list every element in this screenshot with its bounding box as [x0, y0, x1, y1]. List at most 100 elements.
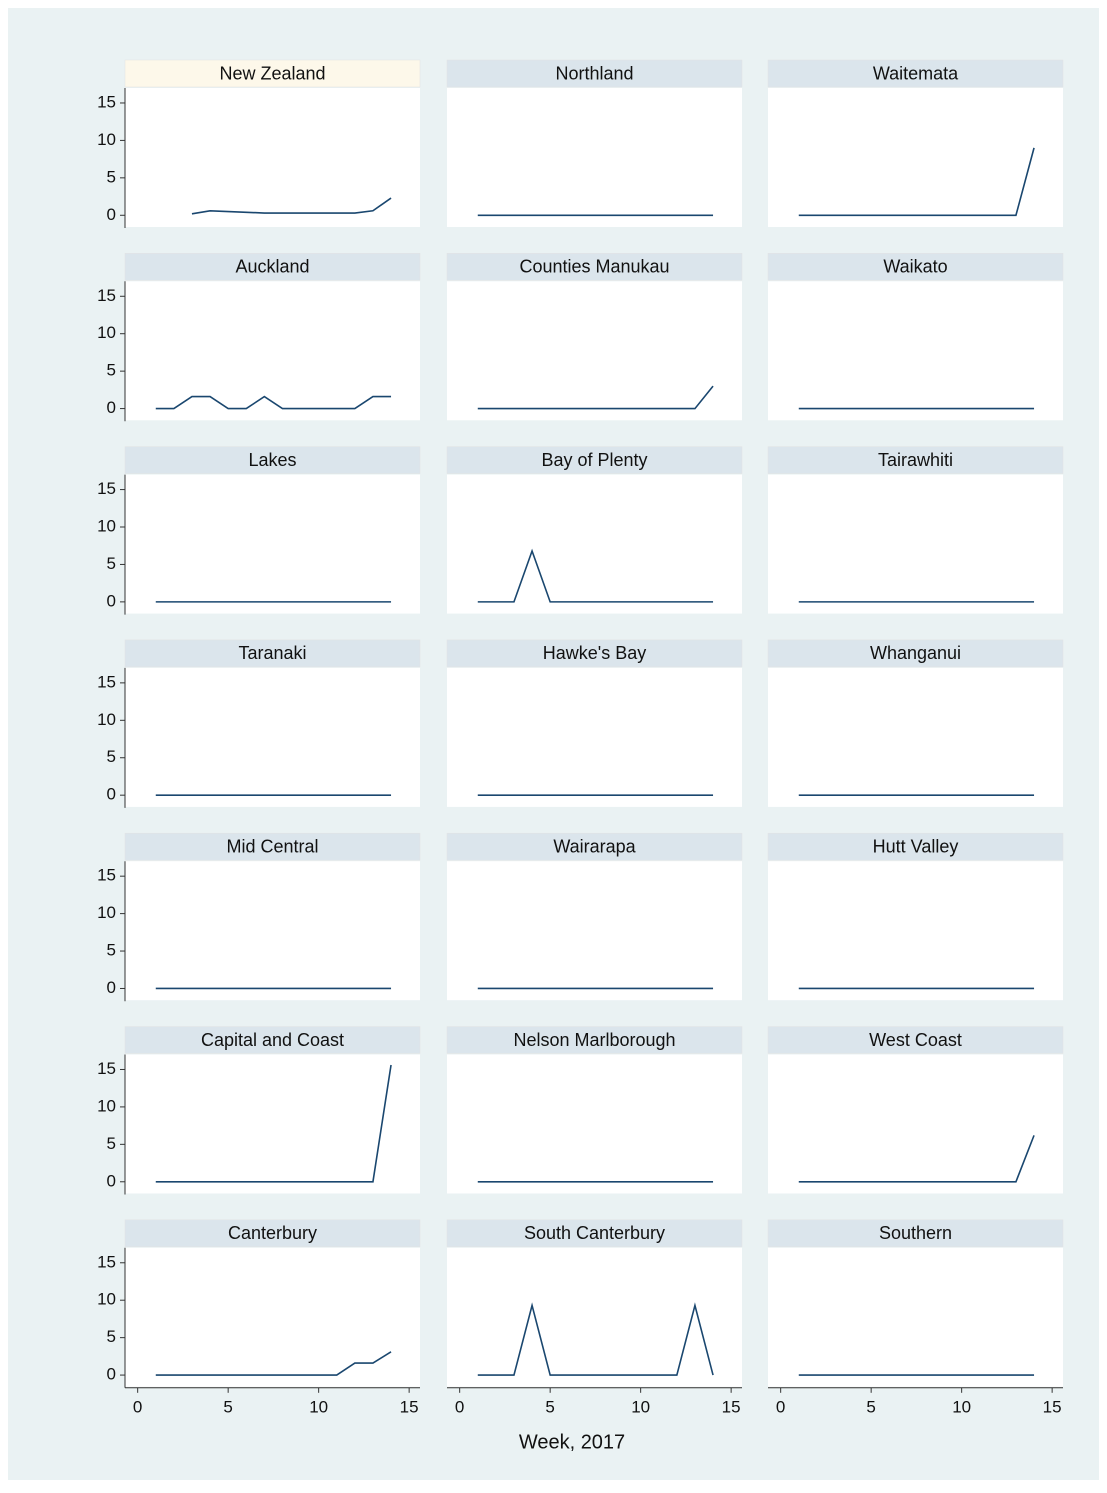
- panel-header: [767, 446, 1064, 474]
- plot-area: [125, 281, 420, 421]
- plot-area: [125, 474, 420, 614]
- x-tick-label: 15: [722, 1397, 741, 1416]
- panel-header: [446, 639, 743, 668]
- panel-title: Hawke's Bay: [543, 643, 646, 663]
- x-axis-label: Week, 2017: [519, 1431, 625, 1453]
- y-tick-label: 15: [97, 286, 116, 305]
- plot-area: [768, 281, 1063, 421]
- series-line: [155, 395, 392, 410]
- plot-area: [768, 474, 1063, 614]
- plot-area: [125, 1247, 420, 1387]
- panel-header: [446, 832, 743, 861]
- plot-area: [768, 88, 1063, 227]
- panel-header: [767, 253, 1064, 281]
- panel-title: Lakes: [248, 450, 296, 470]
- panel-header: [124, 59, 421, 88]
- y-tick-label: 15: [97, 1059, 116, 1078]
- plot-area: [447, 1247, 742, 1387]
- panel-header: [446, 446, 743, 474]
- y-tick-label: 0: [107, 205, 116, 224]
- panel-title: Capital and Coast: [201, 1030, 344, 1050]
- y-tick-label: 5: [107, 361, 116, 380]
- x-tick-label: 5: [866, 1397, 875, 1416]
- y-tick-label: 15: [97, 672, 116, 691]
- panel-header: [124, 1026, 421, 1054]
- panel-title: Wairarapa: [553, 836, 636, 856]
- y-tick-label: 5: [107, 554, 116, 573]
- plot-area: [768, 861, 1063, 1001]
- series-line: [155, 1064, 392, 1183]
- panel-title: Bay of Plenty: [541, 450, 647, 470]
- series-line: [155, 1351, 392, 1376]
- panel-title: Tairawhiti: [878, 450, 953, 470]
- plot-area: [447, 88, 742, 227]
- panel-header: [767, 832, 1064, 861]
- plot-area: [447, 281, 742, 421]
- y-tick-label: 15: [97, 866, 116, 885]
- panel-title: Canterbury: [228, 1223, 317, 1243]
- series-line: [477, 385, 714, 410]
- x-tick-label: 10: [631, 1397, 650, 1416]
- series-line: [477, 548, 714, 603]
- y-tick-label: 10: [97, 903, 116, 922]
- y-tick-label: 0: [107, 398, 116, 417]
- y-tick-label: 15: [97, 479, 116, 498]
- y-tick-label: 5: [107, 1327, 116, 1346]
- panel-title: Taranaki: [238, 643, 306, 663]
- panel-title: New Zealand: [219, 63, 325, 83]
- plot-area: [125, 88, 420, 227]
- x-tick-label: 0: [776, 1397, 785, 1416]
- panel-header: [446, 59, 743, 88]
- panel-header: [124, 639, 421, 668]
- y-tick-label: 10: [97, 516, 116, 535]
- plot-area: [125, 667, 420, 807]
- series-line: [798, 147, 1035, 217]
- x-tick-label: 0: [455, 1397, 464, 1416]
- y-tick-label: 15: [97, 1252, 116, 1271]
- y-tick-label: 0: [107, 978, 116, 997]
- y-tick-label: 10: [97, 130, 116, 149]
- panel-title: Waikato: [883, 257, 947, 277]
- y-tick-label: 5: [107, 1134, 116, 1153]
- series-line: [191, 197, 392, 215]
- plot-area: [768, 667, 1063, 807]
- plot-area: [768, 1247, 1063, 1387]
- panel-header: [124, 1219, 421, 1248]
- y-tick-label: 10: [97, 1290, 116, 1309]
- plot-area: [768, 1054, 1063, 1194]
- panel-header: [446, 1219, 743, 1248]
- series-line: [798, 1135, 1035, 1183]
- plot-area: [125, 1054, 420, 1194]
- y-tick-label: 5: [107, 747, 116, 766]
- panel-header: [767, 639, 1064, 668]
- y-tick-label: 0: [107, 785, 116, 804]
- panel-header: [767, 1026, 1064, 1054]
- plot-area: [447, 474, 742, 614]
- x-tick-label: 5: [223, 1397, 232, 1416]
- y-tick-label: 10: [97, 1096, 116, 1115]
- panel-title: Whanganui: [870, 643, 961, 663]
- panel-header: [767, 59, 1064, 88]
- panel-title: Nelson Marlborough: [513, 1030, 675, 1050]
- panel-header: [124, 832, 421, 861]
- x-tick-label: 10: [309, 1397, 328, 1416]
- panel-title: Southern: [879, 1223, 952, 1243]
- panel-header: [767, 1219, 1064, 1248]
- y-tick-label: 15: [97, 92, 116, 111]
- x-tick-label: 15: [400, 1397, 419, 1416]
- plot-area: [447, 861, 742, 1001]
- panel-title: Hutt Valley: [873, 836, 959, 856]
- y-tick-label: 10: [97, 710, 116, 729]
- x-tick-label: 0: [133, 1397, 142, 1416]
- panel-title: Northland: [555, 63, 633, 83]
- panel-title: West Coast: [869, 1030, 962, 1050]
- panel-title: Waitemata: [873, 63, 959, 83]
- panel-header: [124, 446, 421, 474]
- y-tick-label: 10: [97, 323, 116, 342]
- x-tick-label: 15: [1043, 1397, 1062, 1416]
- plot-area: [447, 667, 742, 807]
- panel-title: Counties Manukau: [519, 257, 669, 277]
- y-tick-label: 0: [107, 1365, 116, 1384]
- series-line: [477, 1302, 714, 1376]
